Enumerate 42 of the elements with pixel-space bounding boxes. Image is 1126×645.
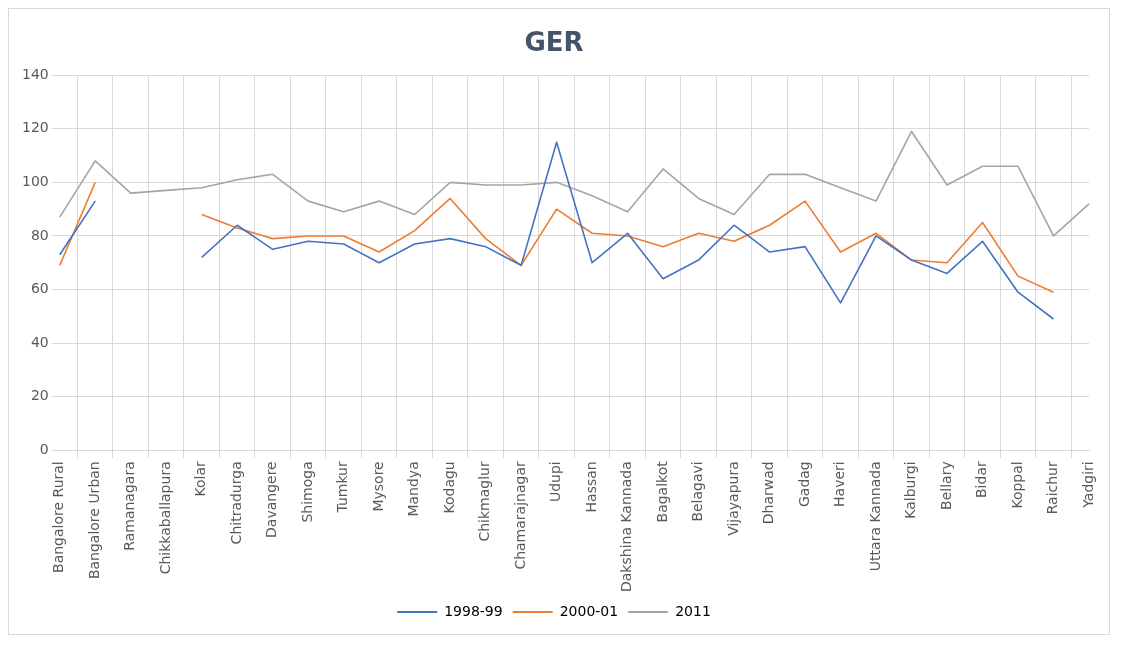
x-tick-label: Bagalkot: [653, 460, 670, 523]
x-tick-label: Gadag: [795, 461, 812, 508]
x-tick-label: Bangalore Urban: [85, 461, 102, 580]
x-tick-label: Bangalore Rural: [50, 461, 67, 573]
x-tick-label: Kalburgi: [902, 461, 919, 519]
x-tick-label: Uttara Kannada: [866, 461, 883, 572]
x-tick-label: Kolar: [192, 461, 209, 497]
legend-label: 2011: [675, 602, 711, 619]
y-tick-label: 40: [30, 333, 49, 350]
x-tick-label: Tumkur: [334, 461, 351, 514]
y-tick-label: 140: [21, 65, 49, 82]
x-tick-label: Mysore: [369, 461, 386, 512]
x-tick-label: Mandya: [405, 461, 422, 517]
x-tick-label: Chitradurga: [227, 461, 244, 545]
x-tick-label: Chikkaballapura: [156, 461, 173, 575]
legend-label: 2000-01: [559, 602, 619, 619]
x-tick-label: Yadgiri: [1079, 461, 1096, 509]
y-tick-label: 100: [21, 173, 49, 189]
y-tick-label: 20: [30, 387, 49, 404]
x-tick-label: Bidar: [973, 461, 990, 498]
x-tick-label: Dakshina Kannada: [618, 461, 635, 592]
x-tick-label: Shimoga: [298, 461, 315, 523]
legend-label: 1998-99: [444, 602, 503, 619]
x-tick-label: Raichur: [1044, 461, 1061, 515]
x-tick-label: Dharwad: [760, 461, 777, 525]
x-tick-label: Vijayapura: [724, 461, 741, 536]
x-tick-label: Kodagu: [440, 461, 457, 514]
x-tick-label: Udupi: [547, 461, 564, 503]
y-tick-label: 60: [30, 280, 49, 297]
x-tick-label: Chamarajnagar: [511, 461, 528, 570]
y-tick-label: 80: [30, 226, 49, 243]
chart-title: GER: [524, 27, 584, 58]
x-tick-label: Chikmaglur: [476, 461, 493, 542]
x-tick-label: Belagavi: [689, 461, 706, 522]
y-tick-label: 120: [21, 119, 49, 136]
x-tick-label: Ramanagara: [121, 461, 138, 551]
x-tick-label: Koppal: [1008, 461, 1025, 509]
x-tick-label: Hassan: [582, 461, 599, 513]
x-tick-label: Davangere: [263, 461, 280, 538]
x-tick-label: Bellary: [937, 461, 954, 510]
y-tick-label: 0: [39, 440, 49, 457]
x-tick-label: Haveri: [831, 461, 848, 507]
